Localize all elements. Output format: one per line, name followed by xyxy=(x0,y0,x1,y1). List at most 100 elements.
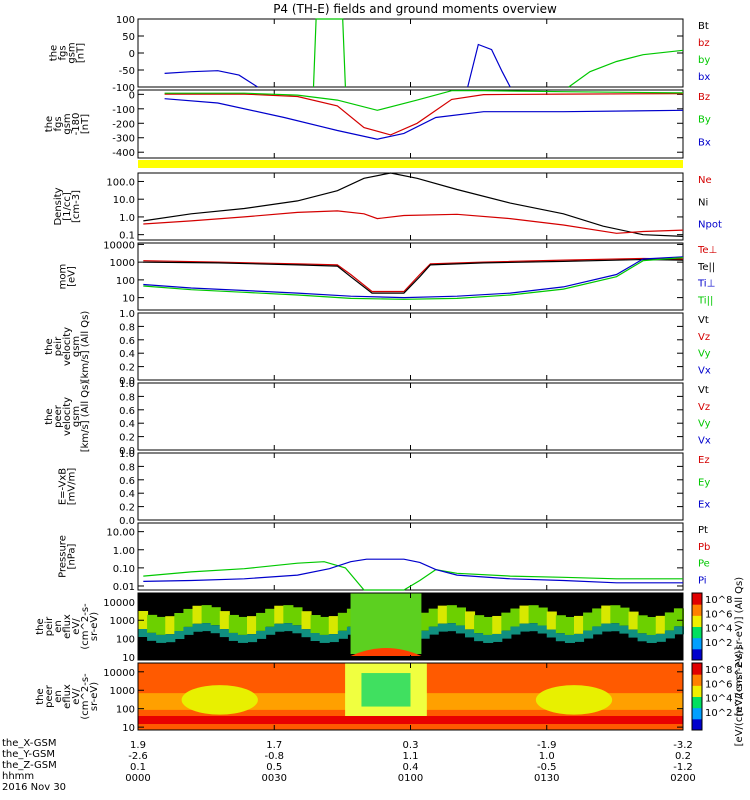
spectrogram-cell xyxy=(592,626,603,635)
legend-entry: Pe xyxy=(698,559,710,570)
y-axis-label: eflux xyxy=(62,614,73,639)
y-tick-label: 1.0 xyxy=(119,309,135,320)
spectrogram-cell xyxy=(283,623,294,632)
spectrogram-cell xyxy=(483,616,494,635)
xaxis-label-time: hhmm xyxy=(2,771,35,782)
y-tick-label: 0 xyxy=(129,90,135,101)
panel-peerspec: 10000 1000 100 10 thepeerenefluxeV/(cm^2-s-s… xyxy=(35,647,745,747)
spectrogram-cell xyxy=(465,611,476,630)
spectrogram-cell xyxy=(537,607,548,626)
spectrogram-cell xyxy=(474,633,485,642)
legend-entry: Ne xyxy=(698,175,712,186)
legend-entry: Vz xyxy=(698,402,710,413)
colorbar-tick-label: 10^2 xyxy=(705,708,732,719)
spectrogram-cell xyxy=(492,615,503,634)
spectrogram-cell xyxy=(455,607,466,626)
spectrogram-cell xyxy=(519,605,530,624)
y-tick-label: -100 xyxy=(112,105,135,116)
xaxis-value: 0130 xyxy=(534,773,559,784)
spectrogram-blob xyxy=(181,685,258,715)
legend-entry: bx xyxy=(698,72,710,83)
y-axis-label: [km/s] (All Qs) xyxy=(80,311,91,383)
spectrogram-cell xyxy=(655,633,666,642)
spectrogram-cell xyxy=(319,634,330,643)
series-line-Tipar xyxy=(143,257,684,300)
colorbar-tick-label: 10^8 xyxy=(705,595,732,606)
series-line-Pi xyxy=(143,558,683,584)
y-axis-label: [1/cc] xyxy=(62,192,73,221)
y-axis-label: gsm xyxy=(71,406,82,427)
spectrogram-cell xyxy=(265,608,276,627)
legend-entry: Vx xyxy=(698,365,711,376)
series-line-Bz xyxy=(164,93,684,136)
spectrogram-cell xyxy=(292,607,303,626)
series-line-by2 xyxy=(568,49,684,88)
spectrogram-cell xyxy=(483,634,494,643)
y-tick-label: 0.0 xyxy=(119,376,135,387)
spectrogram-cell xyxy=(292,625,303,634)
y-tick-label: 0.8 xyxy=(119,462,135,473)
spectrogram-cell xyxy=(219,611,230,630)
spectrogram-cell xyxy=(501,630,512,639)
spectrogram-cell xyxy=(419,630,430,639)
y-axis-label: gsm xyxy=(71,336,82,357)
spectrogram-cell xyxy=(228,632,239,641)
colorbar-frame xyxy=(691,662,703,731)
y-axis-label: [km/s] (All Qs) xyxy=(80,381,91,453)
legend-entry: Ez xyxy=(698,455,710,466)
spectrogram-cell xyxy=(428,608,439,627)
spectrogram-cell xyxy=(501,612,512,631)
y-tick-label: 0.4 xyxy=(119,419,135,430)
spectrogram-cell xyxy=(165,634,176,643)
y-tick-label: -200 xyxy=(112,119,135,130)
panel-efield: 1.0 0.8 0.6 0.4 0.2 0.0 E=-VxB[mV/m] Ez Ey Ex xyxy=(58,449,711,527)
legend-entry: Bx xyxy=(698,137,711,148)
panel-peirspec: 10000100010010thepeirenefluxeV/(cm^2-s-s… xyxy=(35,577,745,716)
series-line-Ti xyxy=(143,256,684,299)
spectrogram-cell xyxy=(419,612,430,631)
spectrogram-cell xyxy=(210,607,221,626)
xaxis-value: 0.1 xyxy=(130,762,146,773)
xaxis-value: 1.9 xyxy=(130,740,146,751)
spectrogram-cell xyxy=(655,615,666,634)
xaxis-value: 1.7 xyxy=(266,740,282,751)
spectrogram-cell xyxy=(247,616,258,635)
spectrogram-cell xyxy=(219,629,230,638)
panel-frame xyxy=(137,312,684,381)
y-tick-label: 0.2 xyxy=(119,433,135,444)
spectrogram-cell xyxy=(564,634,575,643)
panel-frame xyxy=(137,242,684,311)
colorbar-segment xyxy=(692,718,702,731)
legend-entry: Ex xyxy=(698,500,710,511)
xaxis-value: 0200 xyxy=(670,773,695,784)
xaxis-value: -1.2 xyxy=(673,762,693,773)
y-tick-label: 1000 xyxy=(110,686,135,697)
spectrogram-cell xyxy=(283,605,294,624)
orbit-bar xyxy=(138,160,683,168)
series-line-by xyxy=(312,18,346,88)
y-tick-label: 100.0 xyxy=(106,177,135,188)
spectrogram-cell xyxy=(165,616,176,635)
legend-entry: Ti⊥ xyxy=(697,279,715,290)
y-axis-label: (cm^2-s- xyxy=(80,603,91,650)
legend-entry: Vx xyxy=(698,435,711,446)
spectrogram-core xyxy=(350,593,422,654)
spectrogram-cell xyxy=(174,613,185,632)
colorbar-tick-label: 10^4 xyxy=(705,624,732,635)
colorbar-segment xyxy=(692,648,702,661)
legend-entry: Ni xyxy=(698,197,708,208)
colorbar-segment xyxy=(692,615,702,627)
y-axis-label: [nT] xyxy=(80,114,91,134)
spectrogram-cell xyxy=(664,612,675,631)
spectrogram-cell xyxy=(574,633,585,642)
spectrogram-cell xyxy=(646,616,657,635)
y-tick-label: 0.6 xyxy=(119,476,135,487)
colorbar-label: [eV/(cm^2-s-sr-eV)] xyxy=(734,647,745,747)
spectrogram-cell xyxy=(619,625,630,634)
xaxis-labels: the_X-GSM the_Y-GSM the_Z-GSM hhmm 2016 … xyxy=(2,738,66,793)
legend-entry: Te⊥ xyxy=(697,245,717,256)
y-axis-label: peer xyxy=(44,684,55,708)
spectrogram-cell xyxy=(183,608,194,627)
spectrogram-cell xyxy=(183,626,194,635)
xaxis-value: -1.9 xyxy=(537,740,557,751)
